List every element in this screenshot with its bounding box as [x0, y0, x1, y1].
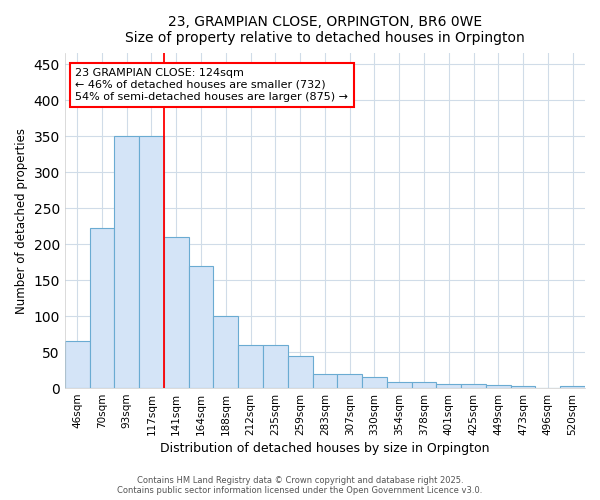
Text: Contains HM Land Registry data © Crown copyright and database right 2025.
Contai: Contains HM Land Registry data © Crown c…: [118, 476, 482, 495]
Bar: [461, 384, 486, 388]
Bar: [188, 266, 214, 388]
Bar: [238, 345, 263, 388]
Bar: [288, 356, 313, 388]
Bar: [313, 374, 337, 388]
Bar: [362, 378, 387, 388]
Bar: [89, 228, 115, 388]
Title: 23, GRAMPIAN CLOSE, ORPINGTON, BR6 0WE
Size of property relative to detached hou: 23, GRAMPIAN CLOSE, ORPINGTON, BR6 0WE S…: [125, 15, 525, 45]
Bar: [560, 386, 585, 388]
Bar: [486, 385, 511, 388]
Bar: [387, 382, 412, 388]
Bar: [436, 384, 461, 388]
Bar: [65, 342, 89, 388]
Text: 23 GRAMPIAN CLOSE: 124sqm
← 46% of detached houses are smaller (732)
54% of semi: 23 GRAMPIAN CLOSE: 124sqm ← 46% of detac…: [75, 68, 348, 102]
Bar: [337, 374, 362, 388]
Bar: [412, 382, 436, 388]
Y-axis label: Number of detached properties: Number of detached properties: [15, 128, 28, 314]
Bar: [214, 316, 238, 388]
Bar: [263, 345, 288, 388]
Bar: [115, 136, 139, 388]
Bar: [511, 386, 535, 388]
X-axis label: Distribution of detached houses by size in Orpington: Distribution of detached houses by size …: [160, 442, 490, 455]
Bar: [164, 237, 188, 388]
Bar: [139, 136, 164, 388]
